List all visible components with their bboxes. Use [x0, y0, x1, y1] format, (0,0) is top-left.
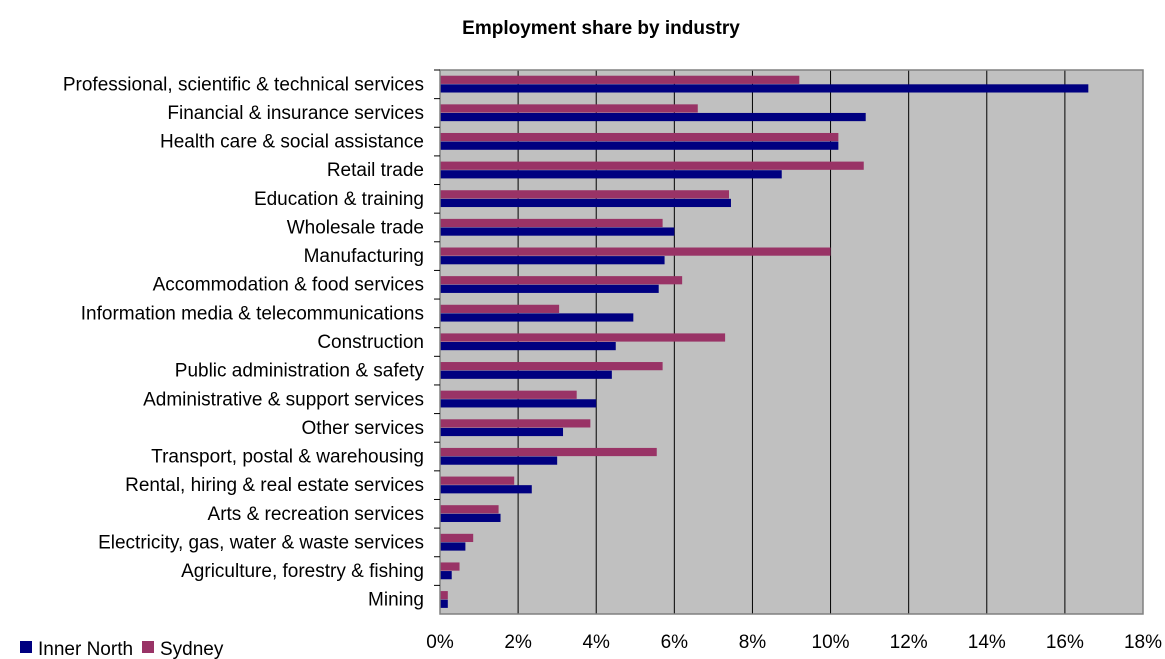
bar-sydney	[440, 505, 499, 514]
bar-sydney	[440, 447, 657, 457]
bar-sydney	[440, 591, 448, 600]
category-label: Construction	[317, 332, 424, 353]
category-label: Administrative & support services	[143, 389, 424, 410]
category-label: Other services	[302, 418, 424, 439]
bar-sydney	[440, 419, 591, 428]
bar-inner-north	[440, 513, 501, 522]
bar-sydney	[440, 104, 698, 113]
x-tick-label: 12%	[890, 632, 928, 653]
category-label: Retail trade	[327, 160, 424, 181]
x-tick-label: 16%	[1046, 632, 1084, 653]
bar-inner-north	[440, 456, 558, 465]
bar-inner-north	[440, 170, 782, 179]
bar-sydney	[440, 218, 663, 228]
bar-sydney	[440, 533, 474, 543]
legend: Inner North Sydney	[20, 639, 224, 659]
bar-inner-north	[440, 370, 612, 379]
category-label: Accommodation & food services	[153, 275, 424, 296]
bar-inner-north	[440, 599, 448, 608]
category-label: Health care & social assistance	[160, 132, 424, 153]
legend-label-sydney: Sydney	[160, 639, 224, 659]
bar-inner-north	[440, 313, 634, 322]
bar-inner-north	[440, 84, 1089, 93]
bar-inner-north	[440, 227, 675, 236]
category-label: Rental, hiring & real estate services	[125, 475, 424, 496]
x-tick-label: 6%	[661, 632, 689, 653]
category-label: Professional, scientific & technical ser…	[63, 74, 424, 95]
bar-inner-north	[440, 256, 665, 265]
category-label: Financial & insurance services	[167, 103, 424, 124]
bar-inner-north	[440, 571, 452, 580]
bar-sydney	[440, 132, 839, 142]
bar-inner-north	[440, 342, 616, 351]
bar-inner-north	[440, 198, 731, 208]
category-label: Education & training	[254, 189, 424, 210]
category-label: Wholesale trade	[287, 217, 424, 238]
plot-area	[439, 69, 1144, 615]
x-tick-label: 10%	[812, 632, 850, 653]
x-tick-label: 18%	[1124, 632, 1162, 653]
category-label: Agriculture, forestry & fishing	[181, 561, 424, 582]
bar-sydney	[440, 247, 831, 256]
bar-sydney	[440, 390, 577, 399]
category-label: Public administration & safety	[175, 361, 425, 382]
legend-swatch-inner-north	[20, 641, 32, 653]
category-label: Mining	[368, 590, 424, 611]
x-tick-label: 2%	[504, 632, 532, 653]
x-tick-label: 0%	[426, 632, 454, 653]
category-label: Arts & recreation services	[208, 504, 424, 525]
bar-inner-north	[440, 112, 866, 122]
bar-inner-north	[440, 542, 466, 551]
legend-swatch-sydney	[142, 641, 154, 653]
chart-title: Employment share by industry	[462, 18, 740, 39]
bar-sydney	[440, 190, 730, 199]
bar-sydney	[440, 161, 864, 170]
plot-border	[439, 69, 1144, 615]
x-tick-label: 8%	[739, 632, 767, 653]
bar-inner-north	[440, 141, 839, 150]
category-label: Information media & telecommunications	[81, 303, 424, 324]
category-label: Transport, postal & warehousing	[151, 447, 424, 468]
bar-inner-north	[440, 427, 564, 437]
bar-sydney	[440, 276, 683, 285]
bar-sydney	[440, 304, 560, 313]
x-tick-label: 4%	[582, 632, 610, 653]
category-labels: Professional, scientific & technical ser…	[63, 69, 440, 611]
bar-sydney	[440, 333, 726, 342]
bar-inner-north	[440, 485, 532, 494]
x-tick-label: 14%	[968, 632, 1006, 653]
bar-inner-north	[440, 399, 597, 408]
category-label: Manufacturing	[304, 246, 424, 267]
x-axis-ticks: 0% 2% 4% 6% 8% 10% 12% 14% 16% 18%	[426, 632, 1162, 653]
bar-sydney	[440, 75, 800, 84]
bar-inner-north	[440, 284, 659, 293]
legend-label-inner-north: Inner North	[38, 639, 133, 659]
bar-sydney	[440, 362, 663, 371]
bar-sydney	[440, 476, 515, 485]
category-label: Electricity, gas, water & waste services	[98, 532, 424, 553]
bar-sydney	[440, 562, 460, 571]
